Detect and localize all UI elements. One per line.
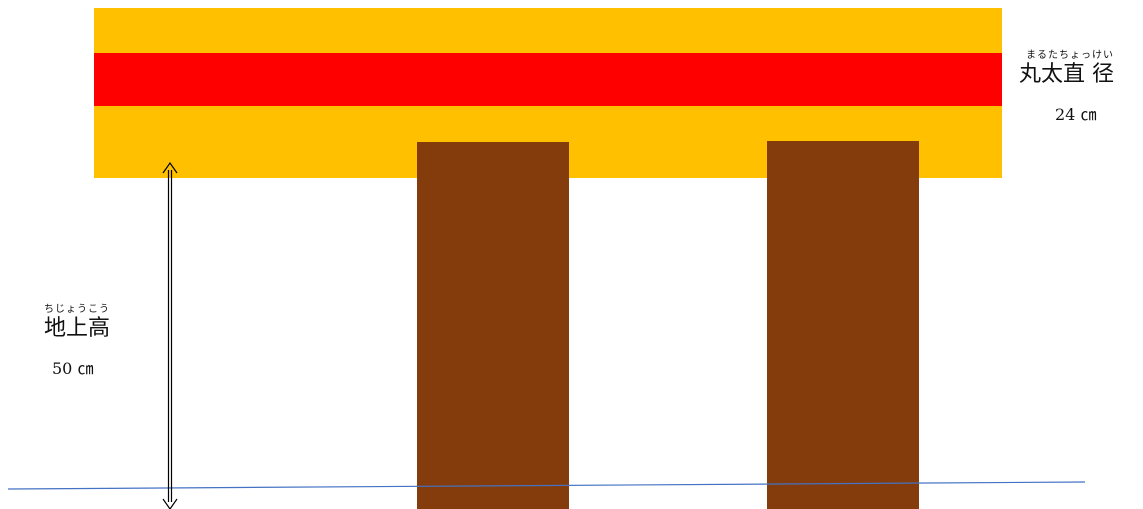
diameter-value: 24 ㎝ xyxy=(1055,105,1097,124)
height-ruby: ちじょうこう xyxy=(44,304,110,315)
height-value: 50 ㎝ xyxy=(52,359,94,378)
log-core-band xyxy=(94,53,1002,106)
support-post-right xyxy=(767,141,919,509)
diameter-label: 丸太直 径 xyxy=(1019,62,1114,87)
height-arrow-head-bottom xyxy=(162,498,178,509)
height-label: 地上高 xyxy=(44,316,111,341)
support-post-left xyxy=(417,142,569,509)
diameter-ruby: まるたちょっけい xyxy=(1026,50,1114,61)
height-double-arrow xyxy=(162,161,178,509)
